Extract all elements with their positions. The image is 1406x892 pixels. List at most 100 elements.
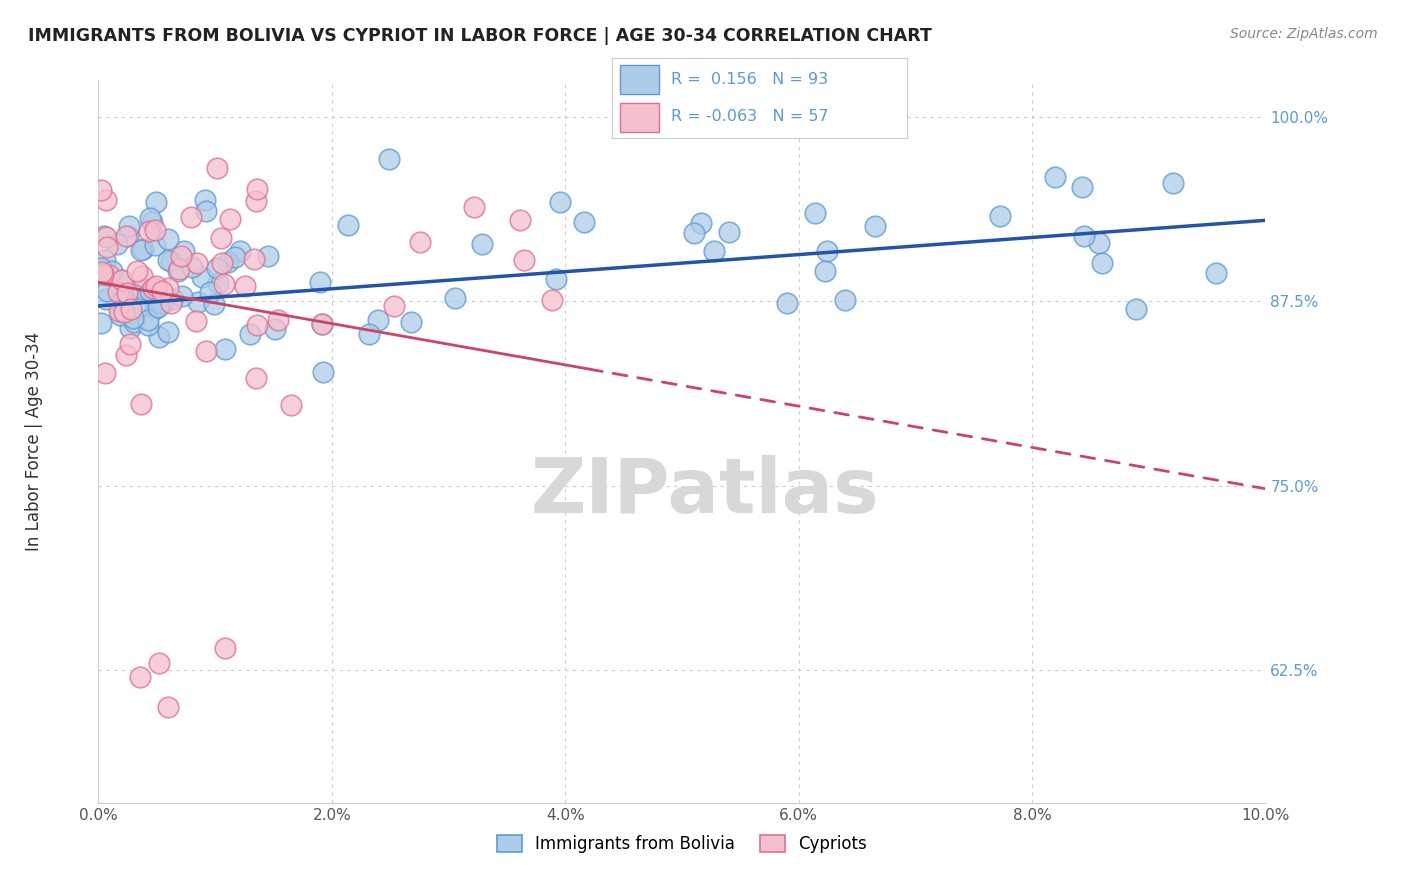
Point — [463, 200, 485, 214]
Point — [186, 256, 208, 270]
Point — [834, 293, 856, 308]
Point — [141, 215, 163, 229]
Point — [1205, 266, 1227, 280]
Point — [378, 152, 401, 166]
Point — [156, 253, 179, 268]
Point — [143, 238, 166, 252]
Point — [214, 342, 236, 356]
Point — [114, 305, 136, 319]
Text: Source: ZipAtlas.com: Source: ZipAtlas.com — [1230, 27, 1378, 41]
Point — [131, 268, 153, 283]
Point — [382, 300, 405, 314]
Point — [814, 264, 837, 278]
Point — [94, 366, 117, 380]
Point — [263, 322, 285, 336]
Point — [217, 255, 239, 269]
Point — [359, 326, 381, 341]
Point — [401, 315, 423, 329]
Point — [245, 194, 267, 208]
Point — [471, 236, 494, 251]
Point — [129, 397, 152, 411]
Point — [311, 317, 333, 331]
Point — [122, 311, 145, 326]
Point — [572, 214, 595, 228]
Point — [169, 261, 191, 276]
Point — [156, 281, 179, 295]
Point — [98, 268, 121, 282]
Point — [195, 344, 218, 359]
Point — [193, 193, 215, 207]
Point — [143, 301, 166, 316]
Point — [803, 205, 825, 219]
Point — [156, 700, 179, 714]
Point — [90, 316, 112, 330]
Point — [239, 326, 262, 341]
Point — [94, 268, 117, 282]
Point — [190, 270, 212, 285]
Point — [111, 290, 134, 304]
Point — [509, 212, 531, 227]
Point — [212, 277, 235, 292]
Point — [207, 161, 229, 175]
Legend: Immigrants from Bolivia, Cypriots: Immigrants from Bolivia, Cypriots — [491, 828, 873, 860]
Point — [233, 279, 256, 293]
Point — [142, 281, 165, 295]
Point — [131, 285, 153, 300]
Point — [115, 348, 138, 362]
Point — [1125, 301, 1147, 316]
Point — [91, 268, 114, 282]
Text: ZIPatlas: ZIPatlas — [531, 455, 880, 529]
Point — [120, 320, 142, 334]
Point — [245, 371, 267, 385]
Point — [160, 296, 183, 310]
Point — [544, 272, 567, 286]
Point — [96, 240, 118, 254]
Point — [91, 265, 114, 279]
Point — [409, 235, 432, 249]
Point — [513, 252, 536, 267]
Point — [1091, 256, 1114, 270]
Point — [128, 670, 150, 684]
Point — [94, 252, 117, 267]
Point — [187, 295, 209, 310]
FancyBboxPatch shape — [620, 65, 659, 95]
Point — [118, 336, 141, 351]
Point — [194, 204, 217, 219]
Point — [172, 289, 194, 303]
Point — [145, 223, 167, 237]
Point — [100, 264, 122, 278]
Point — [246, 181, 269, 195]
Point — [180, 210, 202, 224]
Point — [162, 293, 184, 307]
Point — [150, 284, 173, 298]
Point — [170, 249, 193, 263]
Point — [689, 216, 711, 230]
Point — [1070, 179, 1092, 194]
Point — [312, 365, 335, 379]
Point — [1073, 228, 1095, 243]
Point — [166, 264, 188, 278]
Point — [145, 195, 167, 210]
Point — [115, 285, 138, 300]
Point — [776, 295, 799, 310]
Point — [90, 260, 112, 275]
Point — [129, 244, 152, 258]
Point — [224, 250, 246, 264]
Y-axis label: In Labor Force | Age 30-34: In Labor Force | Age 30-34 — [25, 332, 42, 551]
Point — [94, 193, 117, 207]
Point — [367, 312, 389, 326]
Point — [1163, 176, 1185, 190]
Point — [96, 284, 118, 298]
Point — [139, 284, 162, 298]
Point — [718, 226, 741, 240]
Point — [541, 293, 564, 307]
Point — [337, 218, 360, 232]
Point — [117, 219, 139, 233]
Point — [207, 276, 229, 290]
Text: IMMIGRANTS FROM BOLIVIA VS CYPRIOT IN LABOR FORCE | AGE 30-34 CORRELATION CHART: IMMIGRANTS FROM BOLIVIA VS CYPRIOT IN LA… — [28, 27, 932, 45]
Point — [988, 209, 1011, 223]
Point — [815, 244, 838, 258]
Point — [152, 294, 174, 309]
Point — [280, 398, 302, 412]
Point — [138, 211, 160, 225]
